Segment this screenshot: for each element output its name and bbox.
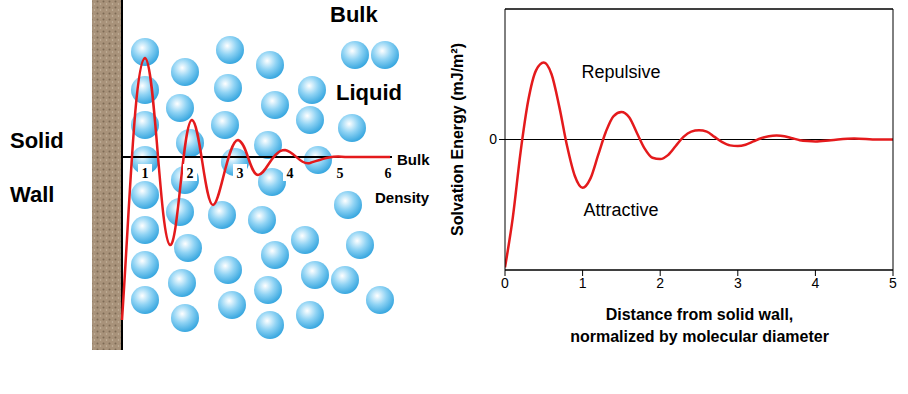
svg-text:Density: Density [375,189,430,206]
svg-text:Solvation Energy (mJ/m²): Solvation Energy (mJ/m²) [449,43,466,236]
svg-text:3: 3 [237,166,244,181]
svg-text:6: 6 [385,166,392,181]
svg-text:2: 2 [187,166,194,181]
html-text:Repulsive: Repulsive [581,62,661,82]
svg-text:Liquid: Liquid [336,80,402,105]
svg-text:1: 1 [142,166,149,181]
svg-text:Bulk: Bulk [330,2,378,27]
svg-text:3: 3 [734,275,742,291]
svg-text:Wall: Wall [10,182,54,207]
svg-text:2: 2 [656,275,664,291]
svg-text:5: 5 [889,275,897,291]
svg-text:Solid: Solid [10,128,64,153]
html-text:Distance from solid wall,: Distance from solid wall, [605,306,794,323]
svg-text:4: 4 [812,275,820,291]
html-text:normalized by molecular diamet: normalized by molecular diameter [570,328,829,345]
svg-text:5: 5 [337,166,344,181]
svg-text:Bulk: Bulk [397,151,430,168]
svg-text:0: 0 [489,131,497,147]
svg-text:4: 4 [287,166,294,181]
svg-text:0: 0 [501,275,509,291]
html-text:Attractive: Attractive [583,200,659,220]
svg-text:1: 1 [579,275,587,291]
